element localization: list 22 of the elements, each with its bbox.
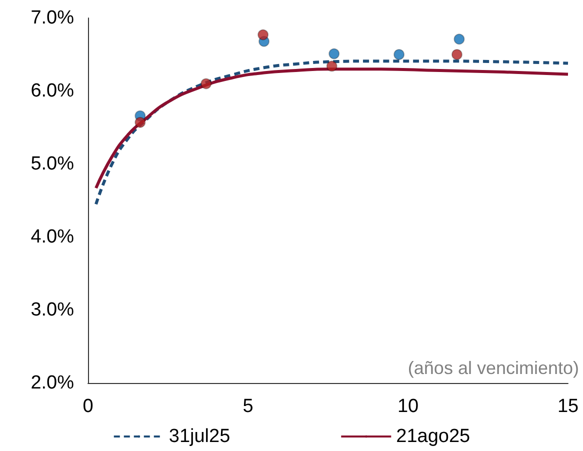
point (328, 48, 340, 60)
point (326, 60, 338, 72)
y-tick-label: 4.0% (30, 226, 74, 248)
y-tick-label: 5.0% (30, 154, 74, 174)
legend-label: 31jul25 (168, 426, 230, 447)
x-tick-label: 0 (82, 396, 94, 417)
point (258, 29, 269, 40)
point (454, 34, 465, 45)
y-tick-label: 6.0% (30, 80, 74, 102)
y-tick-label: 3.0% (30, 300, 74, 320)
point (200, 78, 212, 90)
legend-label: 21ago25 (396, 426, 470, 447)
y-tick-label: 7.0% (30, 8, 74, 28)
point (394, 49, 405, 60)
y-tick-label: 2.0% (30, 372, 74, 394)
x-tick-label: 5 (242, 396, 254, 417)
x-tick-label: 10 (397, 396, 419, 417)
line-series (94, 60, 570, 206)
point (451, 49, 462, 60)
point (134, 116, 146, 128)
x-axis-title: (años al vencimiento) (408, 358, 580, 378)
x-tick-label: 15 (557, 396, 579, 417)
